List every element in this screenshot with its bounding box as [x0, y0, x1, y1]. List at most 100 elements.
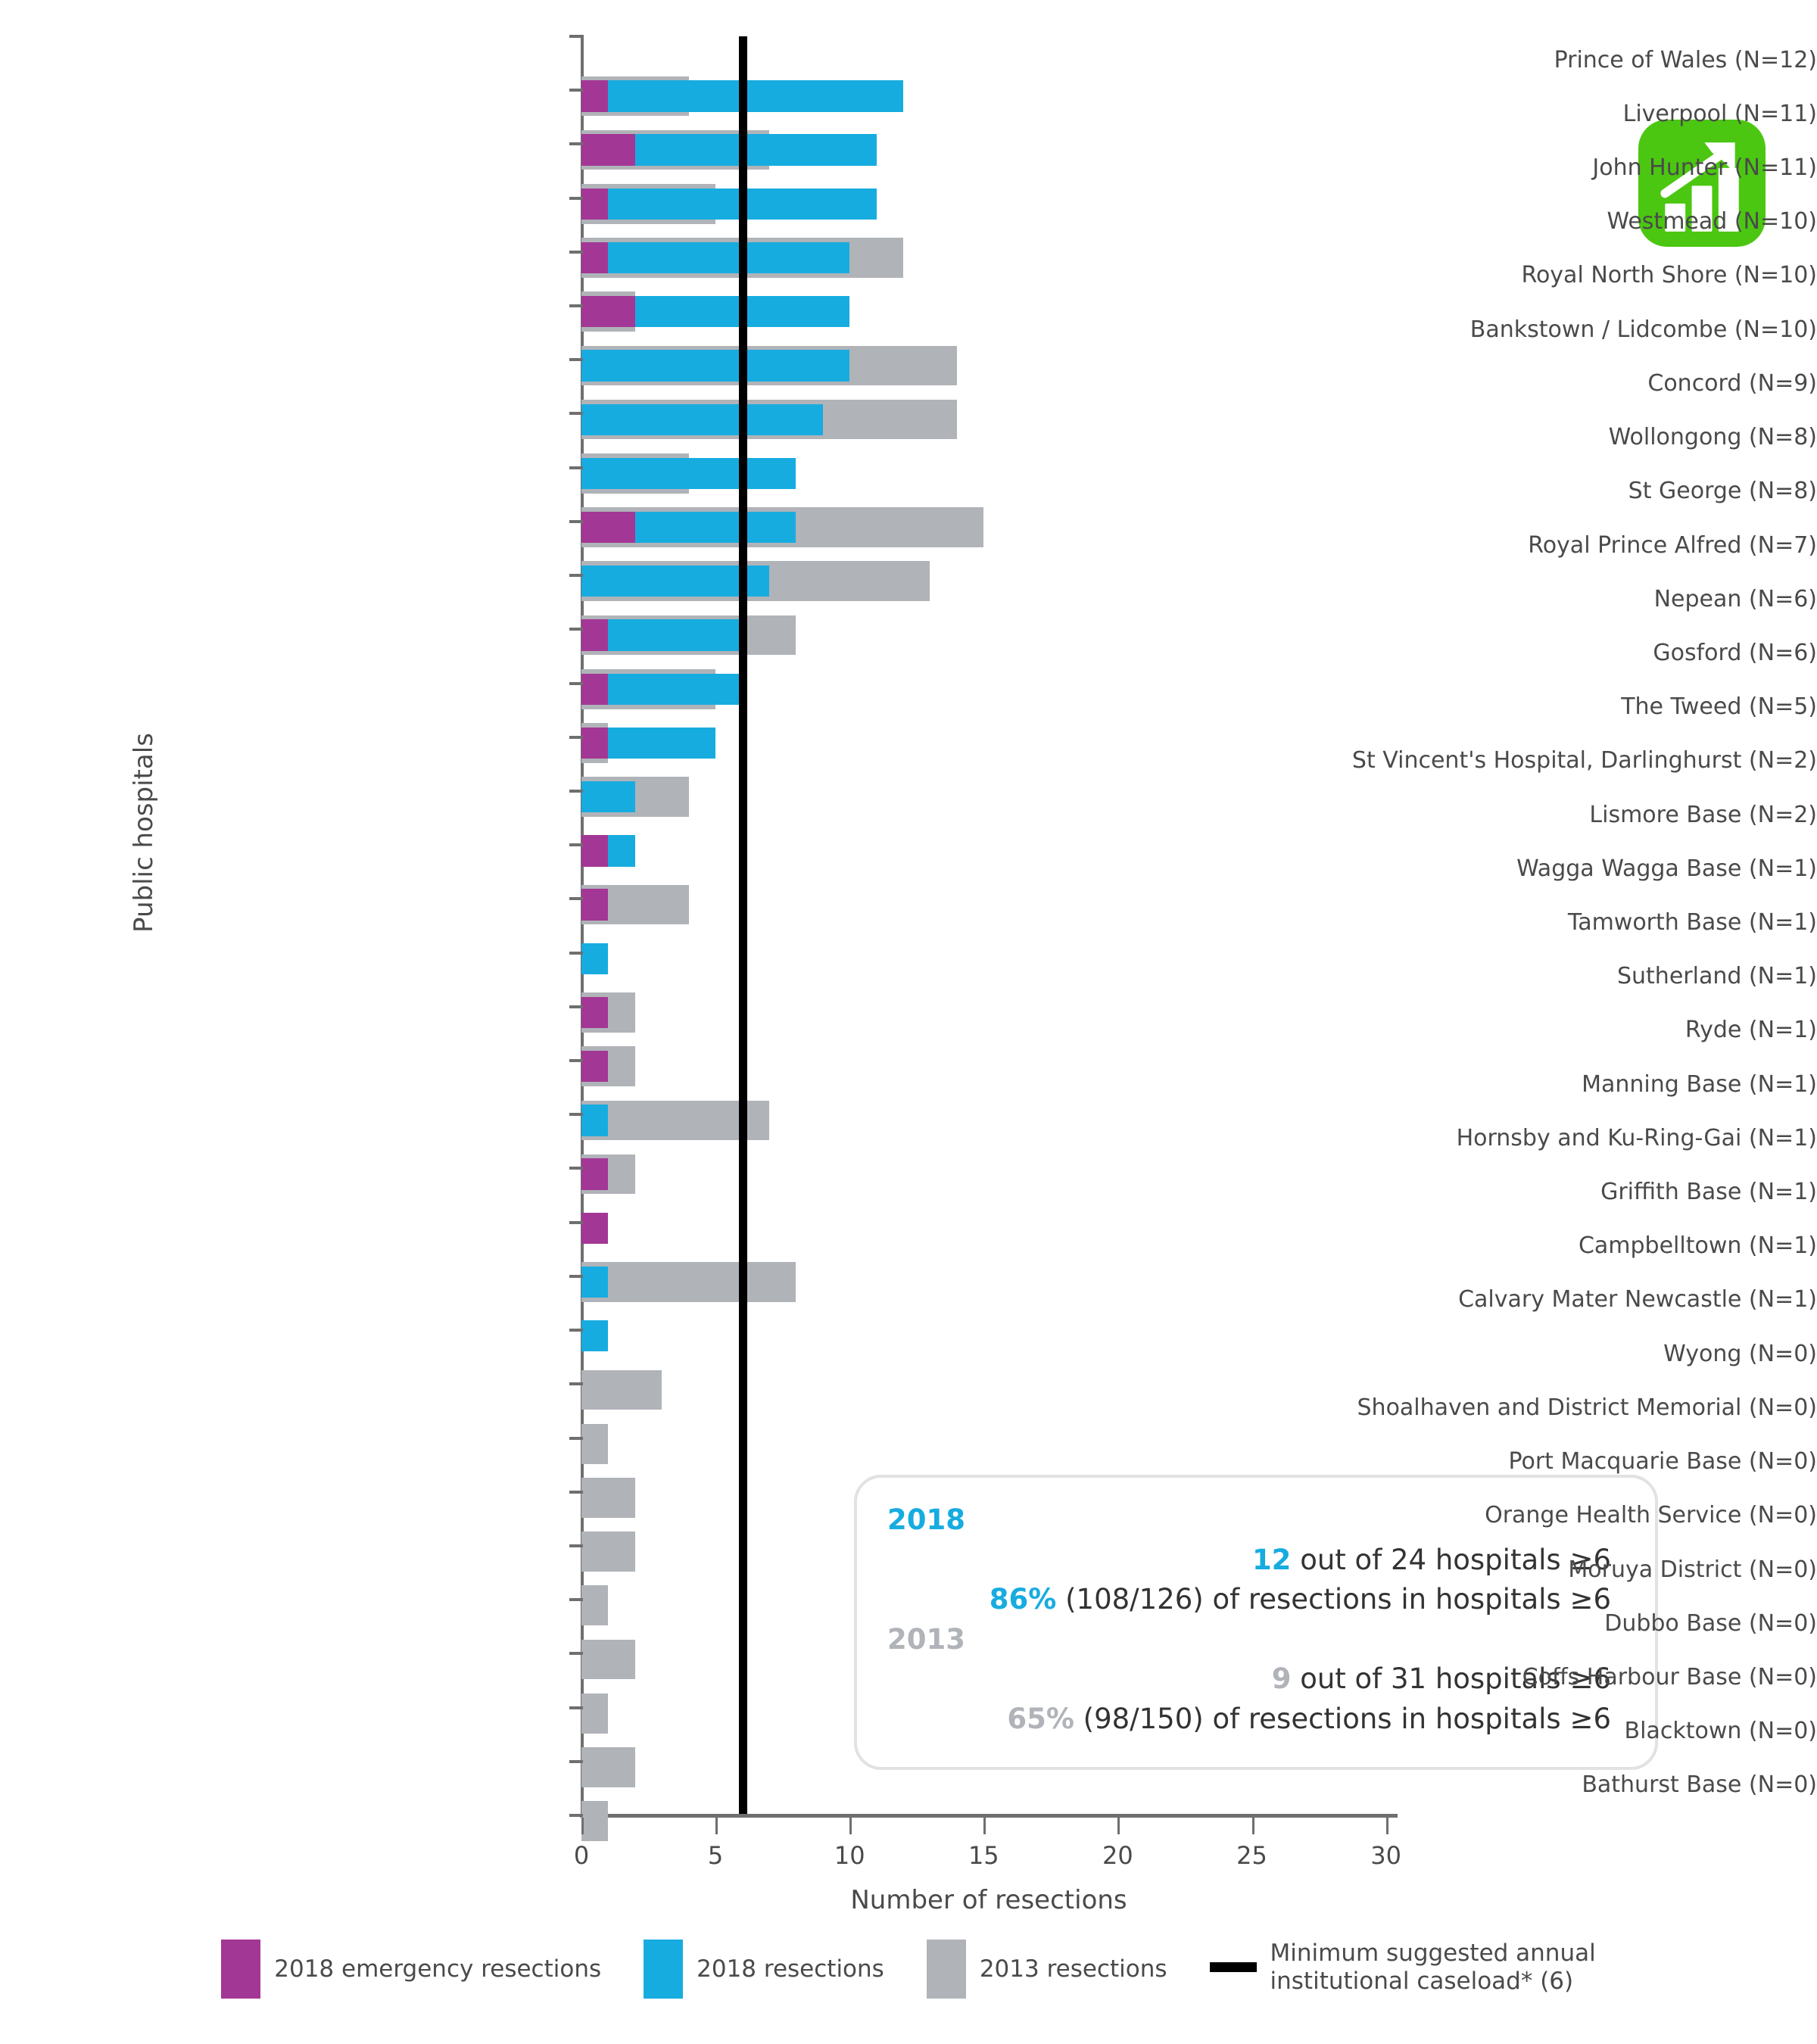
y-axis-label: Sutherland (N=1)	[1616, 963, 1817, 990]
bar-row	[581, 878, 1398, 932]
y-axis-label: Manning Base (N=1)	[1582, 1070, 1817, 1098]
y-axis-tick	[569, 1220, 583, 1224]
y-axis-label: Gosford (N=6)	[1653, 639, 1817, 666]
y-axis-tick	[569, 1113, 583, 1117]
y-axis-label: Wollongong (N=8)	[1608, 424, 1817, 451]
bar-row	[581, 771, 1398, 824]
bar-2018-emergency	[581, 1158, 609, 1190]
bar-2013	[581, 1585, 609, 1626]
y-axis-label: Campbelltown (N=1)	[1578, 1232, 1817, 1260]
x-axis-tick	[1251, 1818, 1254, 1834]
bar-row	[581, 1687, 1398, 1740]
bar-2018	[581, 457, 796, 490]
bar-2013	[581, 1262, 796, 1302]
y-axis-tick	[569, 1167, 583, 1170]
y-axis-tick	[569, 1759, 583, 1763]
bar-row	[581, 1094, 1398, 1148]
bar-2018	[581, 1266, 609, 1298]
y-axis-tick	[569, 1652, 583, 1656]
x-axis-line	[580, 1814, 1398, 1818]
legend-label-2018: 2018 resections	[697, 1955, 884, 1983]
x-axis-tick	[581, 1818, 584, 1834]
legend-label-2013: 2013 resections	[979, 1955, 1167, 1983]
y-axis-tick	[569, 358, 583, 362]
y-axis-label: Blacktown (N=0)	[1624, 1718, 1817, 1745]
bar-row	[581, 1148, 1398, 1201]
legend-swatch-magenta	[221, 1940, 261, 1999]
bar-2018	[581, 619, 743, 651]
bar-row	[581, 501, 1398, 555]
y-axis-label: St Vincent's Hospital, Darlinghurst (N=2…	[1351, 747, 1817, 774]
bar-2013	[581, 1639, 635, 1680]
bar-row	[581, 662, 1398, 716]
y-axis-label: Lismore Base (N=2)	[1589, 801, 1817, 828]
y-axis-label: Liverpool (N=11)	[1622, 100, 1817, 127]
y-axis-tick	[569, 89, 583, 92]
bar-row	[581, 1579, 1398, 1633]
x-axis-tick-label: 10	[834, 1841, 865, 1870]
bar-2018-emergency	[581, 1051, 609, 1083]
bar-2013	[581, 1693, 609, 1734]
bar-row	[581, 717, 1398, 771]
legend-item-2013: 2013 resections	[926, 1940, 1167, 1999]
annotation-line-2013-percent: 65% (98/150) of resections in hospitals …	[1007, 1702, 1611, 1735]
bar-2013	[581, 1747, 635, 1787]
bar-row	[581, 1417, 1398, 1471]
y-axis-tick	[569, 843, 583, 847]
bar-2018	[581, 781, 635, 813]
x-axis-tick	[849, 1818, 852, 1834]
y-axis-tick	[569, 789, 583, 793]
y-axis-label: Royal North Shore (N=10)	[1521, 262, 1817, 289]
bar-2018	[581, 566, 769, 597]
legend-swatch-gray	[926, 1940, 966, 1999]
annotation-line-2018-percent: 86% (108/126) of resections in hospitals…	[989, 1583, 1611, 1616]
x-axis-tick-label: 25	[1236, 1841, 1267, 1870]
bar-2013	[581, 1478, 635, 1518]
bar-2018-emergency	[581, 996, 609, 1029]
legend-label-threshold: Minimum suggested annual institutional c…	[1270, 1940, 1596, 1995]
y-axis-label: Port Macquarie Base (N=0)	[1508, 1448, 1817, 1475]
bar-2018	[581, 188, 877, 220]
bar-row	[581, 1795, 1398, 1849]
y-axis-label: Wagga Wagga Base (N=1)	[1516, 855, 1817, 882]
y-axis-tick	[569, 897, 583, 901]
bar-row	[581, 339, 1398, 393]
y-axis-tick	[569, 1005, 583, 1008]
y-axis-tick	[569, 1490, 583, 1494]
y-axis-label: Wyong (N=0)	[1663, 1340, 1817, 1367]
bar-row	[581, 1201, 1398, 1255]
bar-row	[581, 932, 1398, 986]
y-axis-label: Tamworth Base (N=1)	[1567, 909, 1817, 936]
y-axis-tick	[569, 1274, 583, 1278]
y-axis-label: John Hunter (N=11)	[1592, 154, 1817, 182]
y-axis-label: Ryde (N=1)	[1685, 1017, 1817, 1044]
y-axis-tick	[569, 628, 583, 631]
legend-item-2018: 2018 resections	[644, 1940, 884, 1999]
y-axis-label: Moruya District (N=0)	[1568, 1556, 1817, 1583]
y-axis-tick	[569, 466, 583, 469]
bar-2018	[581, 1105, 609, 1136]
bar-2018-emergency	[581, 188, 609, 220]
y-axis-tick	[569, 412, 583, 416]
bar-2013	[581, 1100, 769, 1141]
bar-row	[581, 1256, 1398, 1310]
bar-row	[581, 285, 1398, 339]
bar-row	[581, 1363, 1398, 1417]
y-axis-title: Public hospitals	[129, 733, 159, 933]
summary-annotation-box: 2018 12 out of 24 hospitals ≥6 86% (108/…	[854, 1475, 1658, 1770]
y-axis-tick	[569, 1706, 583, 1709]
y-axis-tick	[569, 519, 583, 523]
y-axis-tick	[569, 250, 583, 254]
bar-2018-emergency	[581, 727, 609, 759]
y-axis-label: Bankstown / Lidcombe (N=10)	[1469, 316, 1817, 343]
y-axis-label: The Tweed (N=5)	[1621, 693, 1817, 721]
bar-row	[581, 1310, 1398, 1363]
bar-2018	[581, 241, 850, 274]
y-axis-tick	[569, 735, 583, 739]
legend-item-threshold: Minimum suggested annual institutional c…	[1209, 1940, 1596, 1995]
bar-row	[581, 609, 1398, 662]
bar-2018-emergency	[581, 296, 635, 328]
x-axis-tick	[1117, 1818, 1120, 1834]
threshold-line	[738, 36, 747, 1814]
annotation-line-2018-hospitals: 12 out of 24 hospitals ≥6	[1251, 1543, 1611, 1576]
